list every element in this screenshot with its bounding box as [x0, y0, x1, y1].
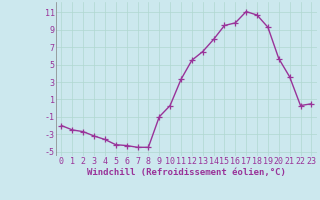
X-axis label: Windchill (Refroidissement éolien,°C): Windchill (Refroidissement éolien,°C): [87, 168, 286, 177]
